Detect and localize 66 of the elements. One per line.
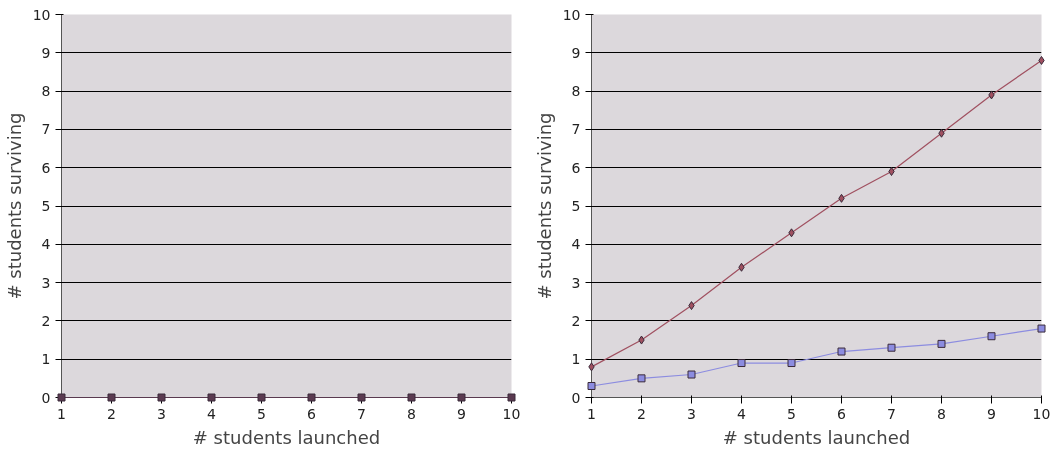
point (788, 228, 795, 238)
y-tick-label: 0 (571, 389, 581, 406)
x-tick-label: 4 (737, 405, 747, 422)
point (938, 128, 945, 138)
point (688, 301, 695, 311)
x-tick-label: 2 (637, 405, 646, 422)
x-tick-label: 3 (687, 405, 696, 422)
x-axis-title: # students launched (722, 426, 911, 448)
point (638, 335, 645, 345)
point (1037, 324, 1046, 333)
y-tick-label: 6 (571, 159, 581, 176)
y-tick-label: 9 (41, 44, 51, 61)
point (937, 339, 946, 348)
y-tick-label: 5 (41, 198, 51, 214)
x-tick-label: 2 (107, 405, 116, 422)
y-tick-label: 4 (41, 236, 51, 253)
y-tick-label: 10 (562, 6, 581, 23)
x-tick-label: 4 (207, 405, 217, 422)
y-axis-title: # students surviving (3, 112, 25, 300)
x-tick-label: 7 (887, 405, 896, 422)
x-tick-label: 10 (1032, 405, 1051, 422)
point (887, 343, 896, 352)
point (787, 359, 796, 368)
x-tick-label: 5 (787, 405, 796, 422)
point (988, 90, 995, 100)
y-tick-label: 2 (571, 312, 581, 329)
x-tick-label: 1 (57, 405, 66, 422)
y-tick-label: 8 (571, 83, 581, 100)
x-tick-label: 6 (307, 405, 317, 422)
point (838, 193, 845, 203)
point (1038, 55, 1045, 65)
point (588, 362, 595, 372)
y-tick-label: 7 (41, 121, 51, 138)
y-tick-label: 7 (571, 121, 581, 138)
x-tick-label: 9 (457, 405, 466, 422)
x-tick-label: 9 (987, 405, 996, 422)
point (687, 370, 696, 379)
point (987, 332, 996, 341)
y-tick-label: 4 (571, 236, 581, 253)
y-tick-label: 8 (41, 83, 51, 100)
y-tick-label: 1 (571, 351, 581, 368)
y-tick-label: 5 (571, 198, 581, 214)
x-tick-label: 5 (257, 405, 266, 422)
x-tick-label: 8 (407, 405, 416, 422)
x-tick-label: 7 (357, 405, 366, 422)
y-axis-title: # students surviving (533, 112, 555, 300)
x-tick-label: 10 (502, 405, 521, 422)
x-tick-label: 1 (587, 405, 596, 422)
point (737, 359, 746, 368)
x-tick-label: 6 (837, 405, 847, 422)
point (587, 382, 596, 391)
x-tick-label: 3 (157, 405, 166, 422)
y-tick-label: 3 (571, 274, 581, 291)
y-tick-label: 9 (571, 44, 581, 61)
y-tick-label: 10 (32, 6, 51, 23)
point (637, 374, 646, 383)
y-tick-label: 6 (41, 159, 51, 176)
y-tick-label: 0 (41, 389, 51, 406)
point (738, 262, 745, 272)
y-tick-label: 2 (41, 312, 51, 329)
point (837, 347, 846, 356)
y-tick-label: 1 (41, 351, 51, 368)
y-tick-label: 3 (41, 274, 51, 291)
x-axis-title: # students launched (192, 426, 381, 448)
point (888, 167, 895, 177)
x-tick-label: 8 (937, 405, 946, 422)
